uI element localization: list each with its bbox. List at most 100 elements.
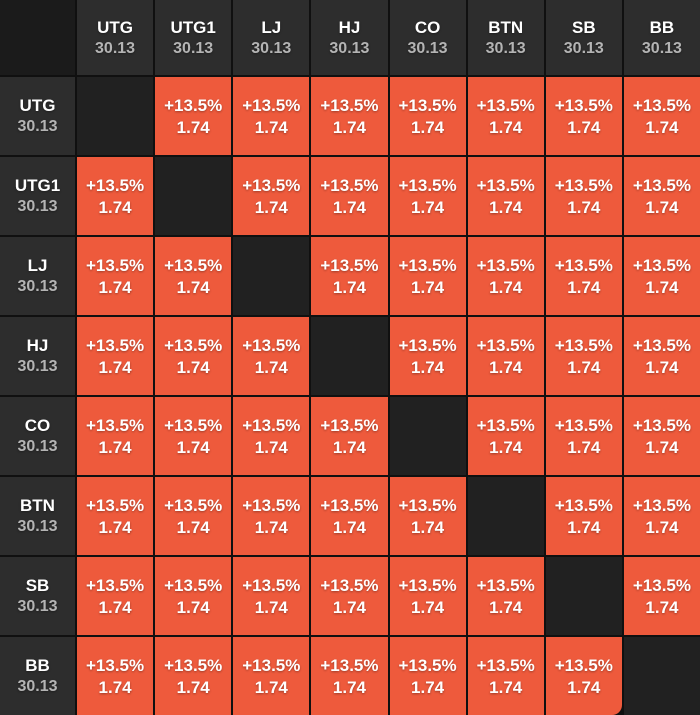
matrix-cell-HJ-vs-BB[interactable]: +13.5% 1.74	[623, 317, 700, 395]
multiplier-value: 1.74	[567, 677, 601, 697]
matrix-cell-BTN-vs-CO[interactable]: +13.5% 1.74	[389, 477, 466, 555]
matrix-cell-HJ-vs-CO[interactable]: +13.5% 1.74	[389, 317, 466, 395]
multiplier-value: 1.74	[411, 677, 445, 697]
ev-percent: +13.5%	[320, 495, 379, 515]
stack-size: 30.13	[17, 598, 58, 615]
row-header-HJ[interactable]: HJ 30.13	[0, 317, 75, 395]
matrix-cell-CO-vs-BTN[interactable]: +13.5% 1.74	[467, 397, 544, 475]
multiplier-value: 1.74	[645, 117, 679, 137]
matrix-cell-HJ-vs-SB[interactable]: +13.5% 1.74	[545, 317, 622, 395]
ev-percent: +13.5%	[632, 255, 691, 275]
matrix-cell-SB-vs-CO[interactable]: +13.5% 1.74	[389, 557, 466, 635]
col-header-SB[interactable]: SB 30.13	[545, 0, 622, 75]
matrix-cell-SB-vs-UTG[interactable]: +13.5% 1.74	[77, 557, 154, 635]
ev-percent: +13.5%	[85, 495, 145, 515]
matrix-cell-UTG-vs-CO[interactable]: +13.5% 1.74	[389, 77, 466, 155]
ev-percent: +13.5%	[164, 655, 223, 675]
matrix-cell-LJ-vs-HJ[interactable]: +13.5% 1.74	[311, 237, 388, 315]
matrix-cell-UTG-vs-UTG1[interactable]: +13.5% 1.74	[155, 77, 232, 155]
position-label: HJ	[338, 17, 361, 37]
matrix-cell-SB-vs-BB[interactable]: +13.5% 1.74	[623, 557, 700, 635]
matrix-cell-UTG1-vs-HJ[interactable]: +13.5% 1.74	[311, 157, 388, 235]
col-header-UTG1[interactable]: UTG1 30.13	[155, 0, 232, 75]
matrix-cell-UTG1-vs-UTG[interactable]: +13.5% 1.74	[77, 157, 154, 235]
matrix-cell-CO-vs-BB[interactable]: +13.5% 1.74	[623, 397, 700, 475]
matrix-cell-BTN-vs-HJ[interactable]: +13.5% 1.74	[311, 477, 388, 555]
matrix-cell-UTG1-vs-LJ[interactable]: +13.5% 1.74	[233, 157, 310, 235]
row-header-BTN[interactable]: BTN 30.13	[0, 477, 75, 555]
matrix-cell-HJ-vs-LJ[interactable]: +13.5% 1.74	[233, 317, 310, 395]
matrix-cell-CO-vs-UTG1[interactable]: +13.5% 1.74	[155, 397, 232, 475]
multiplier-value: 1.74	[411, 277, 445, 297]
matrix-cell-SB-vs-UTG1[interactable]: +13.5% 1.74	[155, 557, 232, 635]
matrix-cell-HJ-vs-BTN[interactable]: +13.5% 1.74	[467, 317, 544, 395]
matrix-cell-BB-vs-UTG[interactable]: +13.5% 1.74	[77, 637, 154, 715]
matrix-cell-UTG-vs-BTN[interactable]: +13.5% 1.74	[467, 77, 544, 155]
matrix-cell-UTG1-vs-BTN[interactable]: +13.5% 1.74	[467, 157, 544, 235]
matrix-cell-CO-vs-SB[interactable]: +13.5% 1.74	[545, 397, 622, 475]
ev-percent: +13.5%	[320, 415, 379, 435]
matrix-cell-UTG1-vs-CO[interactable]: +13.5% 1.74	[389, 157, 466, 235]
matrix-cell-HJ-vs-UTG1[interactable]: +13.5% 1.74	[155, 317, 232, 395]
row-header-BB[interactable]: BB 30.13	[0, 637, 75, 715]
matrix-cell-BB-vs-UTG1[interactable]: +13.5% 1.74	[155, 637, 232, 715]
multiplier-value: 1.74	[645, 437, 679, 457]
matrix-cell-LJ-vs-BTN[interactable]: +13.5% 1.74	[467, 237, 544, 315]
row-header-UTG1[interactable]: UTG1 30.13	[0, 157, 75, 235]
col-header-BTN[interactable]: BTN 30.13	[467, 0, 544, 75]
stack-size: 30.13	[485, 39, 526, 57]
matrix-cell-BB-vs-HJ[interactable]: +13.5% 1.74	[311, 637, 388, 715]
col-header-BB[interactable]: BB 30.13	[623, 0, 700, 75]
col-header-HJ[interactable]: HJ 30.13	[311, 0, 388, 75]
matrix-cell-CO-vs-HJ[interactable]: +13.5% 1.74	[311, 397, 388, 475]
row-header-CO[interactable]: CO 30.13	[0, 397, 75, 475]
col-header-LJ[interactable]: LJ 30.13	[233, 0, 310, 75]
ev-percent: +13.5%	[242, 95, 301, 115]
matrix-cell-UTG-vs-HJ[interactable]: +13.5% 1.74	[311, 77, 388, 155]
diagonal-cell-CO	[389, 397, 466, 475]
multiplier-value: 1.74	[98, 277, 132, 297]
matrix-cell-BTN-vs-LJ[interactable]: +13.5% 1.74	[233, 477, 310, 555]
matrix-cell-BB-vs-LJ[interactable]: +13.5% 1.74	[233, 637, 310, 715]
ev-percent: +13.5%	[85, 655, 145, 675]
matrix-cell-LJ-vs-SB[interactable]: +13.5% 1.74	[545, 237, 622, 315]
row-header-LJ[interactable]: LJ 30.13	[0, 237, 75, 315]
matrix-cell-LJ-vs-UTG[interactable]: +13.5% 1.74	[77, 237, 154, 315]
matrix-cell-UTG-vs-SB[interactable]: +13.5% 1.74	[545, 77, 622, 155]
col-header-CO[interactable]: CO 30.13	[389, 0, 466, 75]
multiplier-value: 1.74	[176, 677, 210, 697]
multiplier-value: 1.74	[254, 357, 288, 377]
position-label: UTG	[19, 96, 56, 115]
matrix-cell-BB-vs-BTN[interactable]: +13.5% 1.74	[467, 637, 544, 715]
matrix-cell-BTN-vs-BB[interactable]: +13.5% 1.74	[623, 477, 700, 555]
matrix-cell-UTG-vs-LJ[interactable]: +13.5% 1.74	[233, 77, 310, 155]
matrix-cell-BTN-vs-UTG1[interactable]: +13.5% 1.74	[155, 477, 232, 555]
matrix-cell-SB-vs-LJ[interactable]: +13.5% 1.74	[233, 557, 310, 635]
matrix-cell-UTG1-vs-BB[interactable]: +13.5% 1.74	[623, 157, 700, 235]
matrix-cell-BTN-vs-UTG[interactable]: +13.5% 1.74	[77, 477, 154, 555]
matrix-cell-UTG-vs-BB[interactable]: +13.5% 1.74	[623, 77, 700, 155]
row-header-SB[interactable]: SB 30.13	[0, 557, 75, 635]
matrix-cell-LJ-vs-CO[interactable]: +13.5% 1.74	[389, 237, 466, 315]
matrix-cell-UTG1-vs-SB[interactable]: +13.5% 1.74	[545, 157, 622, 235]
matrix-cell-BB-vs-CO[interactable]: +13.5% 1.74	[389, 637, 466, 715]
matrix-cell-CO-vs-UTG[interactable]: +13.5% 1.74	[77, 397, 154, 475]
multiplier-value: 1.74	[645, 197, 679, 217]
position-label: BTN	[20, 496, 55, 515]
matrix-cell-LJ-vs-UTG1[interactable]: +13.5% 1.74	[155, 237, 232, 315]
position-label: BB	[25, 656, 50, 675]
position-label: SB	[572, 17, 596, 37]
ev-percent: +13.5%	[164, 95, 223, 115]
row-header-UTG[interactable]: UTG 30.13	[0, 77, 75, 155]
matrix-cell-LJ-vs-BB[interactable]: +13.5% 1.74	[623, 237, 700, 315]
matrix-cell-SB-vs-BTN[interactable]: +13.5% 1.74	[467, 557, 544, 635]
matrix-cell-SB-vs-HJ[interactable]: +13.5% 1.74	[311, 557, 388, 635]
matrix-cell-CO-vs-LJ[interactable]: +13.5% 1.74	[233, 397, 310, 475]
ev-percent: +13.5%	[554, 255, 613, 275]
matrix-cell-BB-vs-SB[interactable]: +13.5% 1.74	[545, 637, 622, 715]
stack-size: 30.13	[17, 438, 58, 455]
matrix-cell-HJ-vs-UTG[interactable]: +13.5% 1.74	[77, 317, 154, 395]
multiplier-value: 1.74	[489, 277, 523, 297]
matrix-cell-BTN-vs-SB[interactable]: +13.5% 1.74	[545, 477, 622, 555]
col-header-UTG[interactable]: UTG 30.13	[77, 0, 154, 75]
